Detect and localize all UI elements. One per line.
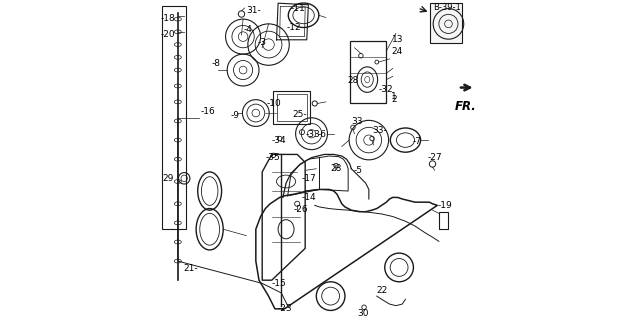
Text: 13: 13 <box>392 35 403 44</box>
Bar <box>350 41 387 103</box>
Text: -12: -12 <box>286 23 301 32</box>
Text: -14: -14 <box>302 193 316 202</box>
Text: -7: -7 <box>412 137 422 146</box>
Text: -34: -34 <box>272 136 286 145</box>
Text: -10: -10 <box>267 99 282 108</box>
Text: -19: -19 <box>437 201 452 210</box>
Text: -5: -5 <box>353 165 362 175</box>
Text: -9: -9 <box>230 111 240 120</box>
Text: -17: -17 <box>302 174 317 183</box>
Text: -18: -18 <box>160 14 175 23</box>
Text: -15: -15 <box>271 279 286 288</box>
Text: -20: -20 <box>160 30 175 39</box>
Text: 24: 24 <box>392 47 403 56</box>
Text: -16: -16 <box>200 107 215 116</box>
Text: 1: 1 <box>391 92 397 101</box>
Text: FR.: FR. <box>455 100 477 113</box>
Text: 2: 2 <box>391 95 397 104</box>
Text: -35: -35 <box>265 154 280 163</box>
Text: -23: -23 <box>277 304 292 313</box>
Text: 29: 29 <box>162 173 173 182</box>
Text: -4: -4 <box>243 25 252 34</box>
Text: 21-: 21- <box>183 264 198 273</box>
Text: -3: -3 <box>258 38 266 47</box>
Bar <box>430 3 462 43</box>
Text: 33: 33 <box>351 117 363 126</box>
Text: 30: 30 <box>358 309 369 318</box>
Text: 22: 22 <box>376 286 387 295</box>
Text: 25-: 25- <box>293 110 307 119</box>
Text: -11: -11 <box>291 4 305 13</box>
Text: 28: 28 <box>347 76 358 85</box>
Text: 33-: 33- <box>372 126 387 135</box>
Text: -32: -32 <box>378 85 393 94</box>
Text: -26: -26 <box>294 205 309 214</box>
Bar <box>277 94 307 121</box>
Text: 31-: 31- <box>246 6 261 15</box>
Text: 28: 28 <box>330 164 342 173</box>
Text: -8: -8 <box>212 60 220 68</box>
Bar <box>162 6 186 229</box>
Text: -33: -33 <box>305 130 320 139</box>
Bar <box>273 91 310 124</box>
Text: -27: -27 <box>427 153 442 162</box>
Text: B-39-1: B-39-1 <box>433 3 461 12</box>
Text: -6: -6 <box>318 130 327 139</box>
Bar <box>439 212 449 229</box>
